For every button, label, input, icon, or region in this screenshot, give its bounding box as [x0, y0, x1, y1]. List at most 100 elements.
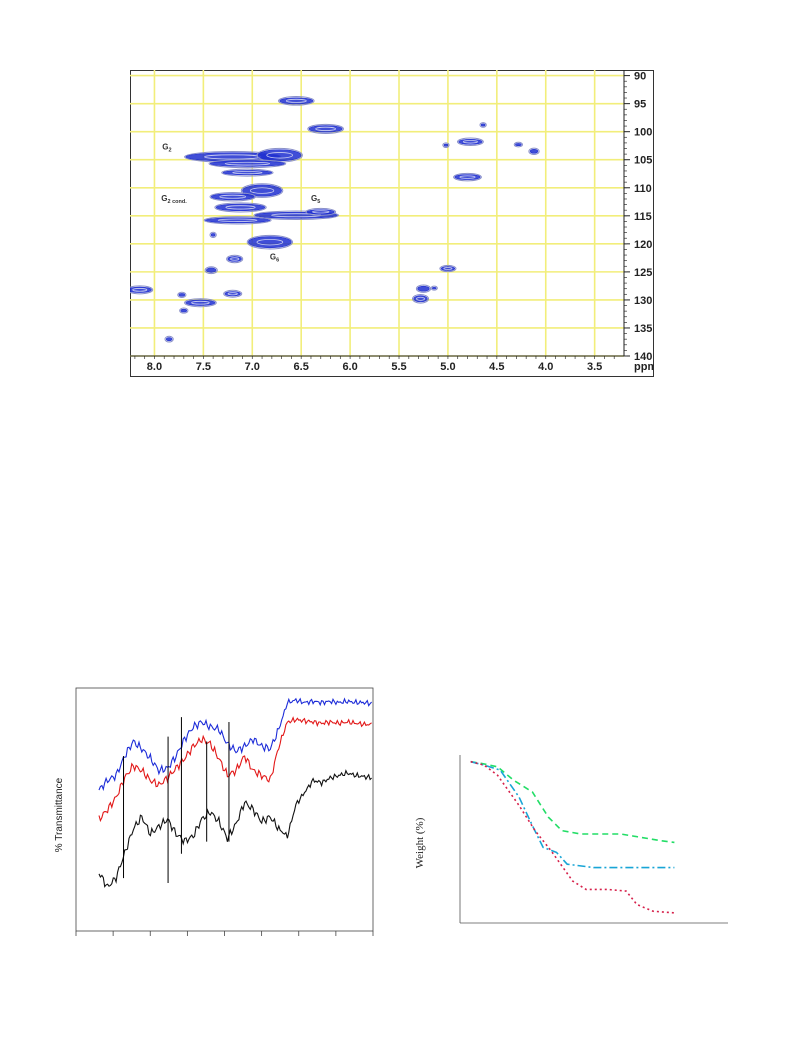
hsqc-peaks: [126, 96, 540, 343]
hsqc-nmr-chart: 8.0 7.5 7.0 6.5 6.0 5.5 5.0 4.5 4.0 3.5 90 95 100 105…: [126, 70, 657, 377]
hsqc-cross-peak: [165, 337, 173, 342]
hsqc-contour-inner: [227, 292, 238, 296]
hsqc-x-tick-label: 7.0: [245, 361, 260, 373]
hsqc-cross-peak: [215, 203, 266, 212]
hsqc-cross-peak: [279, 97, 314, 105]
hsqc-contour-inner: [191, 300, 210, 305]
hsqc-cross-peak: [210, 193, 255, 201]
hsqc-contour-outer: [479, 122, 487, 128]
hsqc-contour-outer: [253, 210, 340, 221]
hsqc-contour-outer: [439, 264, 457, 273]
hsqc-annotation: G5: [311, 194, 320, 205]
hsqc-contour-inner: [315, 126, 337, 131]
hsqc-contour-inner: [443, 267, 453, 270]
hsqc-y-tick-label: 110: [634, 183, 652, 195]
hsqc-x-tick-label: 6.5: [294, 361, 309, 373]
ftir-band-markers: [123, 717, 230, 883]
hsqc-y-tick-label: 100: [634, 127, 652, 139]
hsqc-y-tick-label: 125: [634, 267, 652, 279]
hsqc-annotation: G6: [270, 253, 279, 264]
hsqc-contour-inner: [219, 194, 247, 199]
hsqc-cross-peak: [206, 267, 217, 273]
hsqc-x-tick-label: 6.0: [342, 361, 357, 373]
hsqc-cross-peak: [242, 184, 282, 197]
hsqc-contour-outer: [305, 207, 337, 216]
hsqc-contour-inner: [224, 161, 271, 166]
hsqc-y-tick-label: 130: [634, 295, 652, 307]
hsqc-contour-inner: [459, 175, 476, 179]
hsqc-contour-inner: [256, 238, 284, 246]
ftir-series-line: [98, 769, 372, 888]
hsqc-cross-peak: [127, 286, 152, 293]
hsqc-cross-peak: [458, 138, 483, 145]
ftir-plot: % Transmittance: [54, 687, 374, 936]
hsqc-cross-peak: [185, 299, 216, 306]
tga-plot: Weight (%): [414, 755, 728, 924]
hsqc-cross-peak: [515, 143, 522, 147]
hsqc-contour-inner: [132, 288, 148, 292]
hsqc-x-tick-label: 4.5: [489, 361, 504, 373]
hsqc-contour-outer: [164, 335, 174, 343]
hsqc-y-tick-label: 135: [634, 323, 652, 335]
hsqc-cross-peak: [180, 308, 188, 313]
ftir-chart: % Transmittance: [50, 685, 380, 945]
hsqc-contour-outer: [223, 289, 243, 298]
hsqc-cross-peak: [210, 233, 216, 237]
hsqc-frame: [130, 70, 654, 377]
tga-series-line: [470, 760, 675, 844]
tga-chart: Weight (%): [410, 745, 740, 935]
tga-y-axis-label: Weight (%): [414, 817, 426, 868]
hsqc-contour-inner: [249, 187, 275, 194]
hsqc-cross-peak: [248, 236, 292, 249]
hsqc-contour-outer: [415, 284, 432, 293]
hsqc-contour-inner: [230, 257, 240, 261]
hsqc-contour-outer: [307, 123, 344, 134]
hsqc-contour-inner: [225, 205, 256, 210]
hsqc-cross-peak: [308, 125, 343, 133]
hsqc-contour-outer: [226, 254, 244, 264]
hsqc-contour-inner: [217, 218, 258, 222]
hsqc-annotation: G2: [162, 143, 171, 154]
hsqc-grid: [130, 70, 624, 357]
hsqc-nmr-plot: 8.0 7.5 7.0 6.5 6.0 5.5 5.0 4.5 4.0 3.5 90 95 100 105…: [126, 70, 657, 377]
hsqc-contour-outer: [179, 307, 189, 314]
tga-series-line: [470, 760, 675, 869]
hsqc-y-tick-label: 115: [634, 211, 652, 223]
hsqc-contour-outer: [240, 183, 284, 198]
hsqc-contour-inner: [232, 171, 263, 175]
hsqc-contour-outer: [277, 96, 315, 106]
hsqc-y-tick-label: 120: [634, 239, 652, 251]
ftir-y-axis-label: % Transmittance: [54, 777, 65, 852]
hsqc-cross-peak: [205, 217, 271, 224]
hsqc-x-tick-label: 8.0: [147, 361, 162, 373]
hsqc-cross-peak: [417, 285, 430, 292]
ftir-series-line: [98, 697, 373, 792]
hsqc-axes: 8.0 7.5 7.0 6.5 6.0 5.5 5.0 4.5 4.0 3.5 90 95 100 105…: [130, 70, 657, 373]
hsqc-x-axis-label: ppm: [634, 361, 654, 373]
hsqc-contour-outer: [209, 191, 256, 202]
hsqc-x-tick-label: 5.5: [391, 361, 406, 373]
hsqc-cross-peak: [443, 143, 449, 147]
hsqc-contour-outer: [456, 137, 484, 147]
hsqc-contour-inner: [266, 152, 293, 159]
ftir-series: [98, 697, 373, 888]
hsqc-contour-inner: [285, 98, 307, 103]
hsqc-y-tick-label: 90: [634, 71, 646, 83]
hsqc-cross-peak: [529, 149, 539, 154]
tga-series-line: [470, 760, 675, 914]
hsqc-x-tick-label: 4.0: [538, 361, 553, 373]
hsqc-x-tick-label: 7.5: [196, 361, 211, 373]
hsqc-x-tick-label: 3.5: [587, 361, 602, 373]
hsqc-contour-outer: [214, 202, 267, 213]
hsqc-x-tick-label: 5.0: [440, 361, 455, 373]
hsqc-contour-outer: [528, 147, 540, 155]
hsqc-contour-inner: [462, 140, 478, 144]
hsqc-cross-peak: [306, 209, 335, 215]
hsqc-contour-inner: [312, 210, 330, 214]
hsqc-y-tick-label: 140: [634, 351, 652, 363]
hsqc-contour-outer: [411, 294, 430, 304]
hsqc-annotation: G2 cond.: [161, 194, 187, 205]
ftir-x-ticks: [75, 931, 374, 936]
hsqc-cross-peak: [454, 174, 481, 180]
hsqc-cross-peak: [431, 287, 437, 290]
